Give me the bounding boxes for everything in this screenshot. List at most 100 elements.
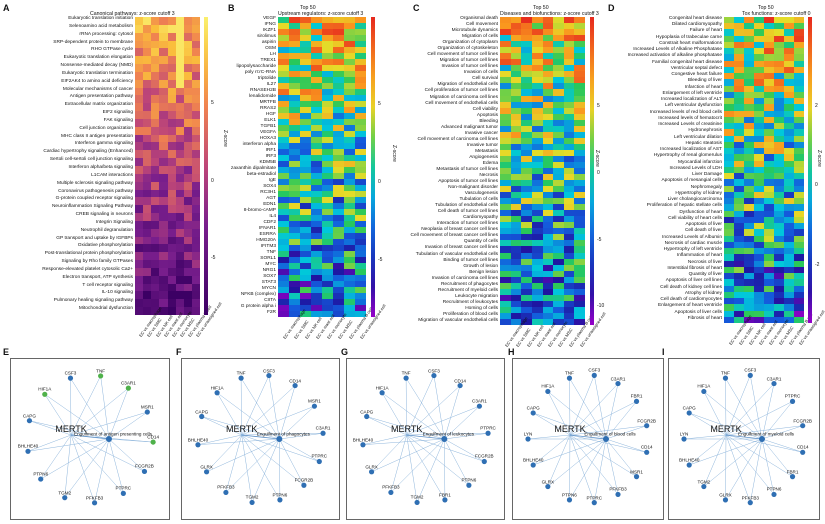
heatmap-cell bbox=[322, 107, 334, 114]
heatmap-cell bbox=[744, 248, 755, 255]
heatmap-cell bbox=[167, 275, 177, 285]
heatmap-cell bbox=[500, 113, 512, 121]
panel-letter-f: F bbox=[176, 347, 182, 357]
network-h: TNF CSF3 C3AR1 FBR1 FCGR2B CD14 MSR1 PFKFB3 PTPR… bbox=[512, 358, 664, 520]
heatmap-cell bbox=[175, 197, 185, 206]
row-label: LH bbox=[269, 52, 276, 57]
heatmap-cell bbox=[774, 135, 785, 143]
heatmap-cell bbox=[300, 83, 312, 90]
heatmap-cell bbox=[143, 142, 152, 151]
heatmap-cell bbox=[574, 119, 586, 127]
heatmap-cell bbox=[764, 79, 775, 87]
heatmap-cell bbox=[542, 89, 554, 96]
row-label: RRAS2 bbox=[260, 106, 276, 111]
heatmap-cell bbox=[764, 298, 775, 305]
heatmap-cell bbox=[500, 137, 512, 145]
heatmap-cell bbox=[531, 294, 543, 302]
heatmap-cell bbox=[574, 216, 586, 223]
network-edge bbox=[761, 383, 775, 440]
network-function-label: Engulfment of phagocytes bbox=[256, 431, 310, 437]
heatmap-cell bbox=[784, 98, 795, 105]
heatmap-cell bbox=[500, 23, 512, 30]
heatmap-cell bbox=[278, 65, 290, 72]
heatmap-cell bbox=[183, 260, 193, 269]
row-label: G protein alpha i bbox=[240, 304, 276, 309]
network-edge bbox=[27, 434, 72, 452]
heatmap-cell bbox=[542, 246, 554, 253]
network-node bbox=[530, 462, 536, 468]
heatmap-cell bbox=[531, 95, 543, 102]
heatmap-cell bbox=[355, 281, 367, 288]
row-label: Cell viability bbox=[472, 106, 498, 112]
heatmap-cell bbox=[151, 299, 160, 308]
heatmap-cell bbox=[191, 17, 201, 26]
heatmap-cell bbox=[764, 154, 775, 162]
panel-d-title-2: Tox functions: z-score cutoff 0 bbox=[742, 11, 811, 17]
heatmap-cell bbox=[764, 229, 775, 236]
heatmap-cell bbox=[159, 236, 168, 245]
heatmap-cell bbox=[183, 275, 193, 285]
row-label: Microtubule dynamics bbox=[451, 28, 498, 34]
network-edge bbox=[279, 433, 324, 440]
network-node bbox=[722, 497, 729, 503]
heatmap-cell bbox=[744, 29, 755, 37]
heatmap-cell bbox=[322, 53, 334, 60]
row-label: Vasculogenesis bbox=[464, 191, 498, 197]
network-node bbox=[686, 410, 692, 416]
heatmap-cell bbox=[344, 83, 356, 90]
heatmap-cell bbox=[784, 17, 795, 24]
heatmap-cell bbox=[574, 294, 586, 302]
heatmap-cell bbox=[333, 209, 345, 216]
heatmap-cell bbox=[191, 56, 201, 65]
heatmap-cell bbox=[191, 228, 201, 237]
heatmap-cell bbox=[553, 89, 565, 96]
network-edge bbox=[683, 434, 727, 440]
row-label: aspirin bbox=[261, 40, 276, 45]
heatmap-cell bbox=[151, 126, 160, 136]
row-label: Metastasis of tumor cell lines bbox=[436, 166, 498, 172]
row-label: SORL1 bbox=[260, 256, 276, 261]
network-edge bbox=[108, 411, 148, 440]
heatmap-cell bbox=[311, 125, 323, 132]
heatmap-cell bbox=[724, 298, 735, 305]
row-label: IFITM3 bbox=[260, 244, 276, 249]
heatmap-cell bbox=[278, 257, 290, 264]
heatmap-cell bbox=[563, 71, 575, 78]
heatmap-cell bbox=[151, 103, 160, 112]
network-node bbox=[125, 385, 131, 391]
heatmap-cell bbox=[167, 236, 177, 245]
heatmap-cell bbox=[553, 155, 565, 163]
row-label: Cardiac hypertrophy signaling (Enhanced) bbox=[43, 149, 133, 155]
heatmap-cell bbox=[183, 307, 193, 316]
heatmap-cell bbox=[191, 220, 201, 230]
heatmap-cell bbox=[764, 41, 775, 49]
heatmap-cell bbox=[159, 244, 168, 253]
heatmap-cell bbox=[500, 107, 512, 115]
heatmap-cell bbox=[278, 185, 290, 192]
heatmap-cell bbox=[278, 311, 290, 318]
colorbar-d bbox=[808, 17, 812, 323]
heatmap-cell bbox=[784, 91, 795, 99]
row-label: IRF1 bbox=[265, 148, 276, 153]
heatmap-cell bbox=[167, 166, 177, 175]
heatmap-cell bbox=[784, 260, 795, 268]
heatmap-cell bbox=[289, 47, 301, 54]
function-node bbox=[441, 436, 448, 442]
network-node-label: CSF3 bbox=[64, 370, 77, 376]
heatmap-cell bbox=[754, 73, 765, 80]
network-node-label: CD14 bbox=[640, 444, 653, 450]
heatmap-cell bbox=[159, 56, 168, 65]
network-node bbox=[644, 423, 650, 429]
heatmap-cell bbox=[500, 167, 512, 175]
network-edge bbox=[725, 434, 727, 500]
heatmap-cell bbox=[563, 59, 575, 66]
heatmap-cell bbox=[183, 189, 193, 198]
heatmap-cell bbox=[784, 235, 795, 243]
heatmap-cell bbox=[574, 71, 586, 78]
network-node bbox=[195, 442, 201, 448]
network-edge bbox=[29, 420, 72, 436]
heatmap-cell bbox=[191, 267, 201, 277]
heatmap-cell bbox=[764, 241, 775, 249]
heatmap-cell bbox=[159, 173, 168, 183]
heatmap-cell bbox=[724, 285, 735, 293]
